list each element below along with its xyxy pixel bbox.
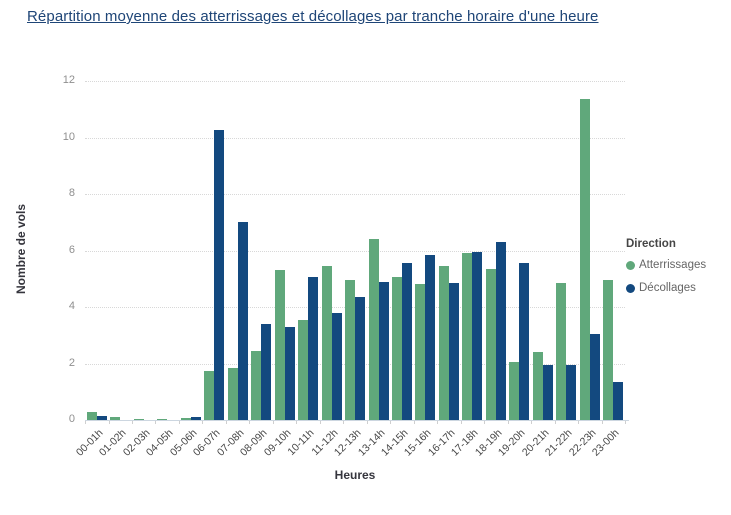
x-axis-minor-tick bbox=[625, 421, 626, 424]
x-axis-minor-tick bbox=[578, 421, 579, 424]
x-axis-minor-tick bbox=[460, 421, 462, 424]
bar-atterrissages-23-00h[interactable] bbox=[603, 280, 614, 420]
x-axis-minor-tick bbox=[296, 421, 298, 424]
x-axis-minor-tick bbox=[601, 421, 603, 424]
bar-décollages-21-22h[interactable] bbox=[566, 364, 577, 420]
x-axis-minor-tick bbox=[484, 421, 486, 424]
legend-item-label: Décollages bbox=[639, 282, 696, 294]
y-axis-tick-label: 12 bbox=[62, 74, 75, 86]
bar-atterrissages-22-23h[interactable] bbox=[579, 99, 590, 420]
bar-atterrissages-18-19h[interactable] bbox=[485, 268, 496, 420]
y-axis-tick-label: 6 bbox=[68, 243, 75, 256]
bar-décollages-10-11h[interactable] bbox=[308, 277, 318, 420]
bar-atterrissages-04-05h[interactable] bbox=[157, 418, 168, 420]
bar-atterrissages-06-07h[interactable] bbox=[204, 370, 215, 420]
chart-page: Répartition moyenne des atterrissages et… bbox=[14, 8, 730, 482]
bar-atterrissages-16-17h[interactable] bbox=[438, 266, 449, 420]
bar-atterrissages-20-21h[interactable] bbox=[532, 352, 543, 420]
x-axis-minor-tick bbox=[343, 421, 345, 424]
bar-décollages-15-16h[interactable] bbox=[425, 254, 436, 420]
bar-décollages-06-07h[interactable] bbox=[214, 130, 225, 420]
bar-décollages-18-19h[interactable] bbox=[495, 242, 506, 420]
y-axis-tick-label: 10 bbox=[62, 130, 75, 143]
legend: Direction Atterrissages Décollages bbox=[626, 238, 730, 305]
x-axis-minor-tick bbox=[85, 421, 86, 424]
bar-décollages-20-21h[interactable] bbox=[542, 364, 553, 420]
y-gridline bbox=[85, 194, 625, 195]
bar-atterrissages-12-13h[interactable] bbox=[345, 280, 355, 420]
bar-atterrissages-14-15h[interactable] bbox=[392, 277, 402, 420]
x-axis-minor-tick bbox=[272, 421, 274, 424]
bar-décollages-09-10h[interactable] bbox=[284, 326, 295, 420]
legend-item-label: Atterrissages bbox=[639, 259, 707, 271]
bar-atterrissages-10-11h[interactable] bbox=[298, 319, 308, 420]
bar-atterrissages-00-01h[interactable] bbox=[86, 411, 97, 420]
bar-décollages-13-14h[interactable] bbox=[378, 281, 389, 420]
bar-atterrissages-05-06h[interactable] bbox=[180, 418, 191, 420]
legend-item-décollages[interactable]: Décollages bbox=[626, 282, 730, 294]
x-axis-minor-tick bbox=[413, 421, 415, 424]
bar-atterrissages-13-14h[interactable] bbox=[368, 239, 379, 420]
x-axis-minor-tick bbox=[155, 421, 157, 424]
x-axis-minor-tick bbox=[554, 421, 556, 424]
bar-décollages-12-13h[interactable] bbox=[355, 297, 365, 420]
x-axis-minor-tick bbox=[225, 421, 227, 424]
bar-chart: 0 2 4 6 8 10 12 00-01h 01-02h 02-03h 04-05h 05-06h 0… bbox=[14, 74, 730, 482]
bar-atterrissages-09-10h[interactable] bbox=[274, 270, 285, 420]
x-axis-minor-tick bbox=[390, 421, 392, 424]
legend-color-dot bbox=[626, 283, 635, 293]
bar-décollages-14-15h[interactable] bbox=[402, 263, 412, 420]
bar-atterrissages-08-09h[interactable] bbox=[251, 350, 262, 420]
x-axis-minor-tick bbox=[531, 421, 533, 424]
bar-atterrissages-17-18h[interactable] bbox=[462, 253, 473, 420]
bar-décollages-22-23h[interactable] bbox=[589, 333, 600, 420]
bar-décollages-23-00h[interactable] bbox=[613, 381, 624, 420]
bar-atterrissages-15-16h[interactable] bbox=[415, 284, 426, 420]
bar-décollages-19-20h[interactable] bbox=[519, 263, 530, 420]
y-axis-tick-label: 8 bbox=[68, 187, 75, 199]
legend-color-dot bbox=[626, 260, 635, 270]
x-axis-line bbox=[85, 420, 629, 421]
bar-atterrissages-19-20h[interactable] bbox=[509, 362, 520, 420]
bar-atterrissages-01-02h[interactable] bbox=[110, 417, 121, 420]
bar-atterrissages-11-12h[interactable] bbox=[321, 266, 332, 420]
x-axis-title: Heures bbox=[334, 468, 376, 482]
legend-title: Direction bbox=[626, 238, 676, 250]
x-axis-minor-tick bbox=[437, 421, 439, 424]
bar-atterrissages-21-22h[interactable] bbox=[556, 283, 567, 420]
y-axis-tick-label: 2 bbox=[68, 356, 75, 369]
bar-décollages-16-17h[interactable] bbox=[448, 283, 459, 420]
x-axis-minor-tick bbox=[249, 421, 251, 424]
x-axis-minor-tick bbox=[202, 421, 204, 424]
x-axis-minor-tick bbox=[108, 421, 110, 424]
y-gridline bbox=[85, 81, 625, 82]
x-axis-minor-tick bbox=[366, 421, 368, 424]
y-axis-tick-label: 0 bbox=[68, 413, 75, 425]
bar-décollages-05-06h[interactable] bbox=[190, 417, 201, 420]
bar-décollages-00-01h[interactable] bbox=[96, 415, 107, 420]
y-gridline bbox=[85, 137, 625, 139]
x-axis-minor-tick bbox=[319, 421, 321, 424]
bar-atterrissages-07-08h[interactable] bbox=[227, 367, 238, 420]
y-axis-tick-label: 4 bbox=[68, 300, 75, 312]
bar-décollages-07-08h[interactable] bbox=[237, 222, 248, 421]
legend-item-atterrissages[interactable]: Atterrissages bbox=[626, 259, 730, 271]
legend-items: Atterrissages Décollages bbox=[626, 259, 730, 294]
x-axis-minor-tick bbox=[132, 421, 133, 424]
bar-décollages-17-18h[interactable] bbox=[472, 251, 483, 420]
chart-title: Répartition moyenne des atterrissages et… bbox=[27, 8, 599, 25]
y-gridline bbox=[85, 250, 625, 252]
bar-décollages-08-09h[interactable] bbox=[261, 323, 272, 420]
y-axis-title: Nombre de vols bbox=[14, 203, 28, 295]
x-axis-minor-tick bbox=[178, 421, 180, 424]
x-axis-minor-tick bbox=[507, 421, 509, 424]
bar-décollages-11-12h[interactable] bbox=[331, 312, 342, 420]
bar-atterrissages-02-03h[interactable] bbox=[133, 418, 144, 420]
